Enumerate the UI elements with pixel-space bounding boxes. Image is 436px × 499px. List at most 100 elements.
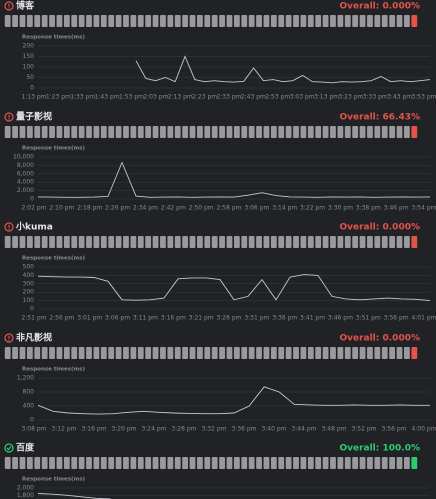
heartbeat [78,15,85,27]
heartbeat [108,457,115,469]
heartbeat [4,347,11,359]
heartbeat [337,15,344,27]
heartbeat [63,457,70,469]
y-tick-label: 0 [30,306,34,313]
x-tick-label: 3:56 pm [384,315,409,322]
heartbeat [26,126,33,138]
status-icon [4,333,14,343]
heartbeat [115,347,122,359]
heartbeat [152,236,159,248]
y-tick-label: 2,000 [17,485,34,492]
heartbeat [167,457,174,469]
heartbeat [63,347,70,359]
heartbeat [396,236,403,248]
heartbeat [211,15,218,27]
overall-uptime: Overall: 100.0% [339,444,420,454]
heartbeat [374,15,381,27]
y-axis-label: Response times(ms) [22,367,86,373]
heartbeat [34,15,41,27]
x-tick-label: 2:33 pm [216,94,241,101]
heartbeat [160,126,166,138]
heartbeat [411,236,418,248]
heartbeat [300,457,307,469]
x-tick-label: 3:46 pm [384,205,409,212]
heartbeat [404,15,410,27]
y-tick-label: 0 [30,196,34,203]
monitor-name: 小kuma [15,221,53,233]
x-tick-label: 3:46 pm [328,315,353,322]
heartbeat [322,126,329,138]
heartbeat [145,126,152,138]
heartbeat [367,15,373,27]
x-tick-label: 1:53 pm [119,94,144,101]
heartbeat [86,15,92,27]
heartbeat [41,126,48,138]
x-tick-label: 3:01 pm [77,315,102,322]
heartbeat [34,236,41,248]
heartbeat [226,347,233,359]
x-tick-label: 3:32 pm [201,426,226,433]
heartbeat [145,236,152,248]
heartbeat [34,347,41,359]
heartbeat [152,347,159,359]
status-dot [8,228,10,230]
heartbeat [337,457,344,469]
heartbeat [123,126,129,138]
heartbeat [389,347,396,359]
heartbeat [197,457,203,469]
heartbeat [130,347,137,359]
heartbeat [115,457,122,469]
x-tick-label: 4:00 pm [411,426,436,433]
heartbeat [307,347,314,359]
heartbeat [404,457,410,469]
x-tick-label: 3:06 pm [105,315,130,322]
heartbeat [263,457,270,469]
heartbeat [4,457,11,469]
heartbeat [330,236,336,248]
monitor-name: 博客 [16,0,35,12]
y-tick-label: 0 [30,417,34,424]
heartbeat [182,236,189,248]
heartbeat [285,126,292,138]
heartbeat [167,236,174,248]
heartbeat [12,347,18,359]
heartbeat [211,236,218,248]
heartbeat [285,457,292,469]
heartbeat [359,236,366,248]
x-tick-label: 1:43 pm [95,94,120,101]
heartbeat [19,347,26,359]
response-line [37,274,431,302]
heartbeat [123,457,129,469]
x-tick-label: 2:26 pm [105,205,130,212]
heartbeat [211,126,218,138]
heartbeat [137,236,144,248]
heartbeat [204,236,211,248]
overall-uptime: Overall: 0.000% [339,2,420,12]
heartbeat [322,15,329,27]
overall-uptime: Overall: 0.000% [339,223,420,233]
x-tick-label: 2:34 pm [133,205,158,212]
heartbeat [381,457,388,469]
heartbeat [49,236,55,248]
response-line [37,493,111,499]
heartbeat [381,126,388,138]
heartbeat [226,236,233,248]
heartbeat [389,15,396,27]
x-tick-label: 3:16 pm [161,315,186,322]
x-tick-label: 2:42 pm [161,205,186,212]
status-dot [8,7,10,9]
heartbeat [204,457,211,469]
heartbeat [352,126,359,138]
heartbeat [219,347,225,359]
y-tick-label: 100 [23,64,35,71]
heartbeat [411,15,418,27]
x-tick-label: 3:11 pm [133,315,158,322]
x-tick-label: 3:41 pm [300,315,325,322]
heartbeat [71,457,78,469]
y-tick-label: 50 [26,74,34,81]
heartbeat [241,126,248,138]
heartbeat [219,236,225,248]
x-tick-label: 4:01 pm [411,315,436,322]
heartbeat [381,236,388,248]
